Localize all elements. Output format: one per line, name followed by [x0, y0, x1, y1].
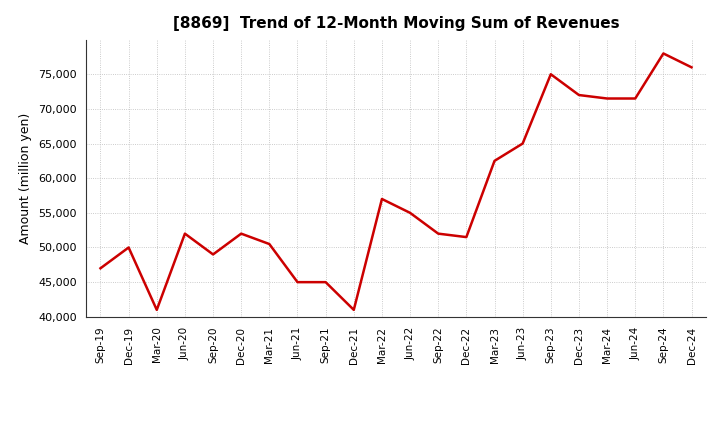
Y-axis label: Amount (million yen): Amount (million yen): [19, 113, 32, 244]
Title: [8869]  Trend of 12-Month Moving Sum of Revenues: [8869] Trend of 12-Month Moving Sum of R…: [173, 16, 619, 32]
